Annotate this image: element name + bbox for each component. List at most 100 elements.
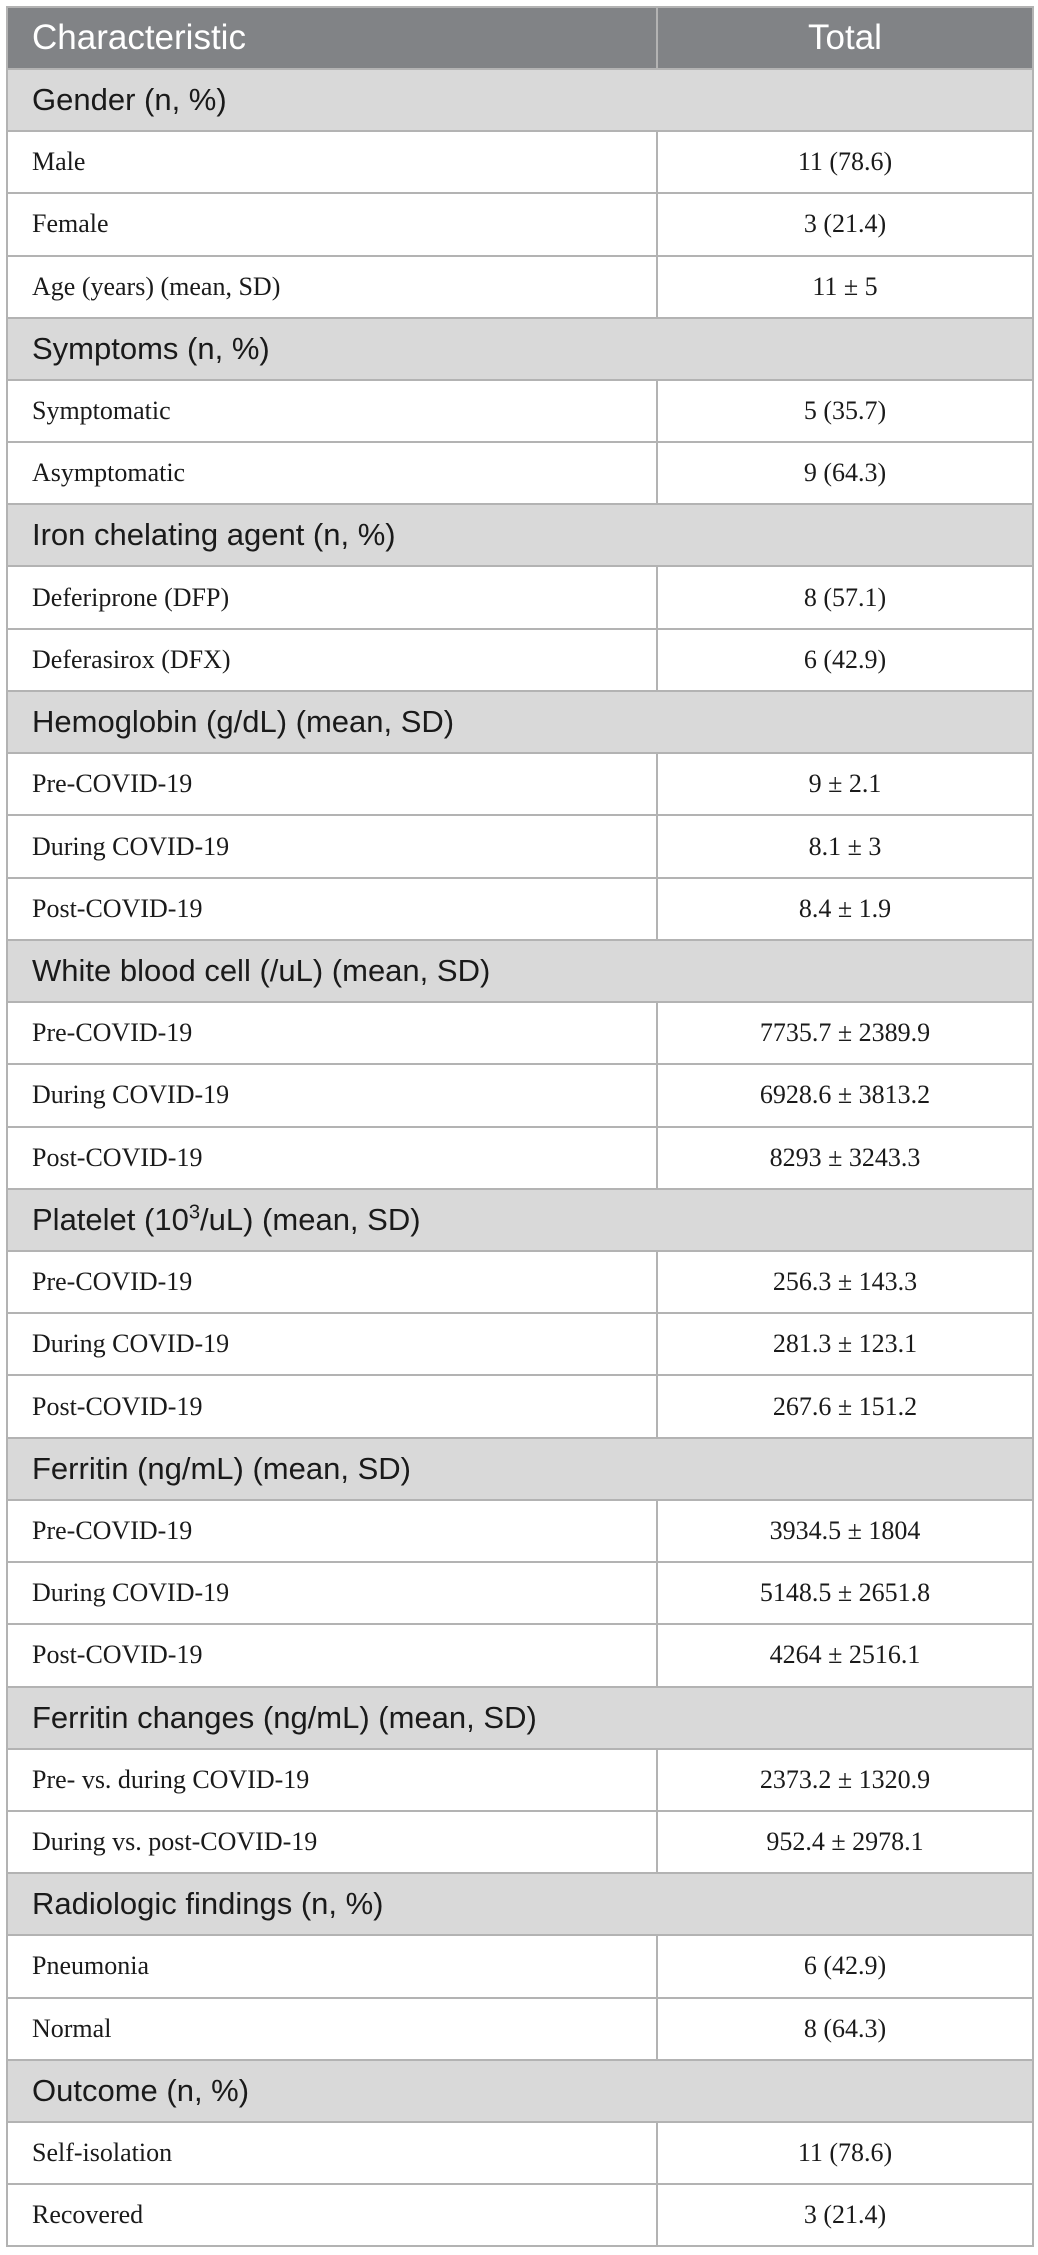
table-row: Age (years) (mean, SD) 11 ± 5 <box>6 254 1034 319</box>
row-value: 2373.2 ± 1320.9 <box>656 1747 1034 1812</box>
row-value: 9 (64.3) <box>656 441 1034 506</box>
row-value: 5 (35.7) <box>656 378 1034 444</box>
section-title: Iron chelating agent (n, %) <box>6 503 1034 568</box>
table-row: During vs. post-COVID-19 952.4 ± 2978.1 <box>6 1809 1034 1875</box>
section-title: Ferritin (ng/mL) (mean, SD) <box>6 1436 1034 1501</box>
row-label: Post-COVID-19 <box>6 876 658 941</box>
header-total: Total <box>656 6 1034 70</box>
row-label: Female <box>6 192 658 257</box>
row-label: Deferiprone (DFP) <box>6 565 658 630</box>
row-value: 3 (21.4) <box>656 2183 1034 2248</box>
row-value: 11 (78.6) <box>656 129 1034 195</box>
row-label: During COVID-19 <box>6 1561 658 1626</box>
table-row: Asymptomatic 9 (64.3) <box>6 441 1034 506</box>
table-row: Pre- vs. during COVID-19 2373.2 ± 1320.9 <box>6 1747 1034 1812</box>
row-label: During COVID-19 <box>6 1312 658 1377</box>
characteristics-table-container: Characteristic Total Gender (n, %) Male … <box>6 6 1034 2248</box>
row-label: Pre-COVID-19 <box>6 1498 658 1564</box>
row-value: 8 (64.3) <box>656 1996 1034 2061</box>
table-row: Pre-COVID-19 256.3 ± 143.3 <box>6 1249 1034 1315</box>
row-value: 6928.6 ± 3813.2 <box>656 1063 1034 1128</box>
row-value: 4264 ± 2516.1 <box>656 1623 1034 1688</box>
section-title-post: /uL) (mean, SD) <box>200 1201 421 1237</box>
table-row: Post-COVID-19 8293 ± 3243.3 <box>6 1125 1034 1190</box>
section-title: Platelet (103/uL) (mean, SD) <box>6 1187 1034 1252</box>
table-row: Deferasirox (DFX) 6 (42.9) <box>6 627 1034 693</box>
table-row: During COVID-19 6928.6 ± 3813.2 <box>6 1063 1034 1128</box>
table-row: During COVID-19 5148.5 ± 2651.8 <box>6 1561 1034 1626</box>
row-label: Pneumonia <box>6 1934 658 1999</box>
row-label: Age (years) (mean, SD) <box>6 254 658 319</box>
row-value: 3 (21.4) <box>656 192 1034 257</box>
table-row: Symptomatic 5 (35.7) <box>6 378 1034 444</box>
row-label: During COVID-19 <box>6 814 658 879</box>
section-row-platelet: Platelet (103/uL) (mean, SD) <box>6 1187 1034 1252</box>
section-row-ferritin-changes: Ferritin changes (ng/mL) (mean, SD) <box>6 1685 1034 1750</box>
section-title-pre: Platelet (10 <box>32 1201 189 1237</box>
row-value: 3934.5 ± 1804 <box>656 1498 1034 1564</box>
row-value: 8293 ± 3243.3 <box>656 1125 1034 1190</box>
table-row: During COVID-19 281.3 ± 123.1 <box>6 1312 1034 1377</box>
header-characteristic: Characteristic <box>6 6 658 70</box>
section-title: Ferritin changes (ng/mL) (mean, SD) <box>6 1685 1034 1750</box>
section-row-hemoglobin: Hemoglobin (g/dL) (mean, SD) <box>6 690 1034 755</box>
section-row-white-blood-cell: White blood cell (/uL) (mean, SD) <box>6 938 1034 1003</box>
row-value: 11 ± 5 <box>656 254 1034 319</box>
row-label: Pre-COVID-19 <box>6 1249 658 1315</box>
row-value: 6 (42.9) <box>656 627 1034 693</box>
row-label: Asymptomatic <box>6 441 658 506</box>
row-label: Post-COVID-19 <box>6 1374 658 1439</box>
row-label: Recovered <box>6 2183 658 2248</box>
row-label: Pre- vs. during COVID-19 <box>6 1747 658 1812</box>
table-row: Normal 8 (64.3) <box>6 1996 1034 2061</box>
row-label: During vs. post-COVID-19 <box>6 1809 658 1875</box>
table-body: Gender (n, %) Male 11 (78.6) Female 3 (2… <box>6 68 1034 2248</box>
row-value: 6 (42.9) <box>656 1934 1034 1999</box>
table-header: Characteristic Total <box>6 6 1034 70</box>
table-row: Deferiprone (DFP) 8 (57.1) <box>6 565 1034 630</box>
header-row: Characteristic Total <box>6 6 1034 70</box>
section-row-iron-chelating-agent: Iron chelating agent (n, %) <box>6 503 1034 568</box>
row-value: 267.6 ± 151.2 <box>656 1374 1034 1439</box>
table-row: Pneumonia 6 (42.9) <box>6 1934 1034 1999</box>
section-title: Outcome (n, %) <box>6 2058 1034 2123</box>
section-title: Gender (n, %) <box>6 68 1034 132</box>
section-title: Radiologic findings (n, %) <box>6 1872 1034 1937</box>
row-label: Self-isolation <box>6 2120 658 2186</box>
row-label: Normal <box>6 1996 658 2061</box>
row-value: 952.4 ± 2978.1 <box>656 1809 1034 1875</box>
table-row: Post-COVID-19 8.4 ± 1.9 <box>6 876 1034 941</box>
row-label: Pre-COVID-19 <box>6 1000 658 1066</box>
row-label: Post-COVID-19 <box>6 1125 658 1190</box>
row-label: Deferasirox (DFX) <box>6 627 658 693</box>
section-title: White blood cell (/uL) (mean, SD) <box>6 938 1034 1003</box>
row-value: 11 (78.6) <box>656 2120 1034 2186</box>
section-row-ferritin: Ferritin (ng/mL) (mean, SD) <box>6 1436 1034 1501</box>
row-label: During COVID-19 <box>6 1063 658 1128</box>
section-title: Symptoms (n, %) <box>6 316 1034 381</box>
table-row: Post-COVID-19 267.6 ± 151.2 <box>6 1374 1034 1439</box>
table-row: Male 11 (78.6) <box>6 129 1034 195</box>
table-row: Post-COVID-19 4264 ± 2516.1 <box>6 1623 1034 1688</box>
table-row: During COVID-19 8.1 ± 3 <box>6 814 1034 879</box>
section-title-superscript: 3 <box>188 1201 201 1224</box>
table-row: Recovered 3 (21.4) <box>6 2183 1034 2248</box>
row-label: Male <box>6 129 658 195</box>
section-row-symptoms: Symptoms (n, %) <box>6 316 1034 381</box>
characteristics-table: Characteristic Total Gender (n, %) Male … <box>6 6 1034 2248</box>
section-row-gender: Gender (n, %) <box>6 68 1034 132</box>
table-row: Pre-COVID-19 9 ± 2.1 <box>6 752 1034 817</box>
table-row: Self-isolation 11 (78.6) <box>6 2120 1034 2186</box>
row-label: Symptomatic <box>6 378 658 444</box>
row-value: 8.1 ± 3 <box>656 814 1034 879</box>
table-row: Pre-COVID-19 3934.5 ± 1804 <box>6 1498 1034 1564</box>
row-value: 8.4 ± 1.9 <box>656 876 1034 941</box>
section-row-outcome: Outcome (n, %) <box>6 2058 1034 2123</box>
section-title: Hemoglobin (g/dL) (mean, SD) <box>6 690 1034 755</box>
section-row-radiologic-findings: Radiologic findings (n, %) <box>6 1872 1034 1937</box>
row-value: 8 (57.1) <box>656 565 1034 630</box>
table-row: Pre-COVID-19 7735.7 ± 2389.9 <box>6 1000 1034 1066</box>
table-row: Female 3 (21.4) <box>6 192 1034 257</box>
row-label: Pre-COVID-19 <box>6 752 658 817</box>
row-label: Post-COVID-19 <box>6 1623 658 1688</box>
